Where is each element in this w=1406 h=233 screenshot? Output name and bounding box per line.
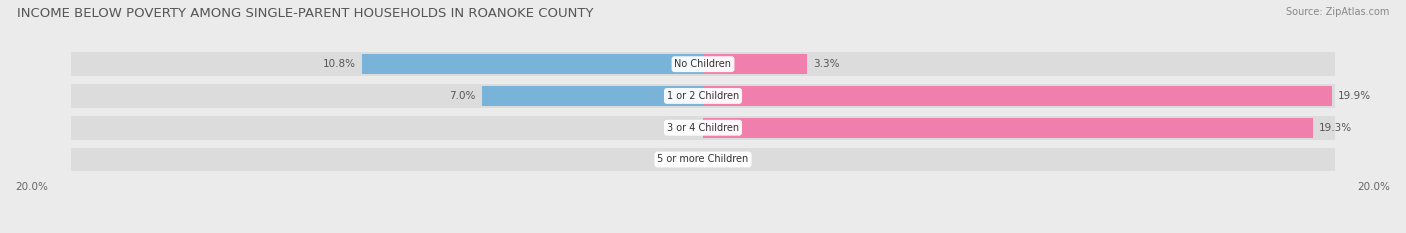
Text: No Children: No Children (675, 59, 731, 69)
Bar (703, 147, 1336, 171)
Text: 0.0%: 0.0% (671, 123, 697, 133)
Text: Source: ZipAtlas.com: Source: ZipAtlas.com (1285, 7, 1389, 17)
Text: 20.0%: 20.0% (15, 182, 49, 192)
Text: 7.0%: 7.0% (449, 91, 475, 101)
Bar (703, 54, 807, 74)
Bar (703, 52, 1336, 76)
Bar (361, 54, 703, 74)
Bar (70, 116, 703, 140)
Bar (482, 86, 703, 106)
Text: INCOME BELOW POVERTY AMONG SINGLE-PARENT HOUSEHOLDS IN ROANOKE COUNTY: INCOME BELOW POVERTY AMONG SINGLE-PARENT… (17, 7, 593, 20)
Text: 3 or 4 Children: 3 or 4 Children (666, 123, 740, 133)
Bar (703, 116, 1336, 140)
Text: 10.8%: 10.8% (322, 59, 356, 69)
Bar (703, 84, 1336, 108)
Bar (70, 84, 703, 108)
Text: 0.0%: 0.0% (709, 154, 735, 164)
Text: 20.0%: 20.0% (1357, 182, 1391, 192)
Text: 5 or more Children: 5 or more Children (658, 154, 748, 164)
Bar (70, 52, 703, 76)
Text: 19.9%: 19.9% (1339, 91, 1371, 101)
Text: 3.3%: 3.3% (814, 59, 841, 69)
Text: 0.0%: 0.0% (671, 154, 697, 164)
Text: 19.3%: 19.3% (1319, 123, 1353, 133)
Bar (703, 86, 1331, 106)
Text: 1 or 2 Children: 1 or 2 Children (666, 91, 740, 101)
Bar (703, 118, 1313, 137)
Bar (70, 147, 703, 171)
